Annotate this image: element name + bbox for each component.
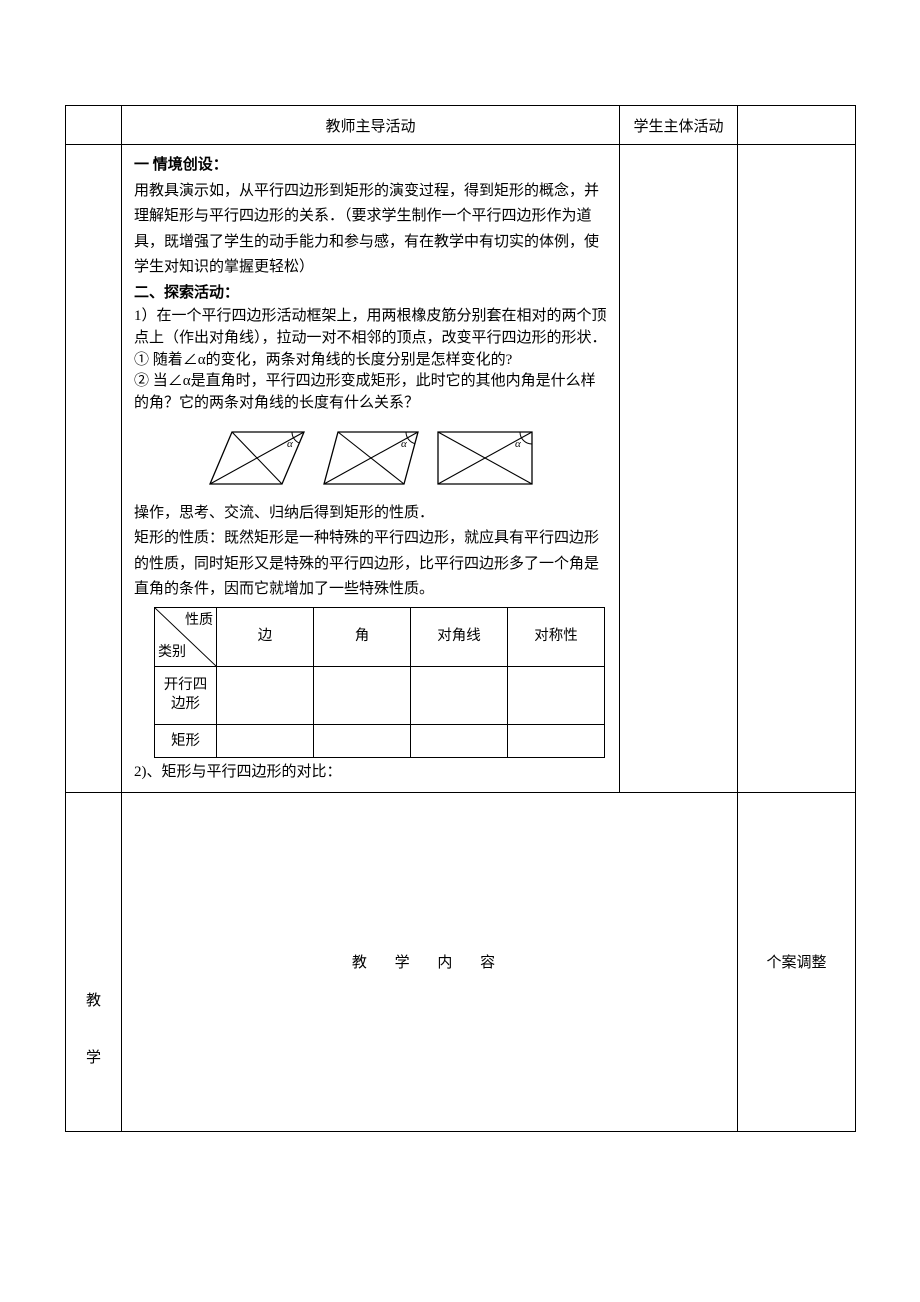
row-label: 矩形	[155, 724, 217, 758]
svg-text:α: α	[401, 438, 407, 450]
col-header: 对称性	[508, 607, 605, 666]
parallelogram-fig-1: α	[207, 425, 307, 487]
header-right-empty	[738, 106, 856, 145]
inner-table-wrap: 性质 类别 边 角 对角线 对称性 开行四边形	[134, 603, 607, 759]
side-vertical-label: 教 学	[66, 792, 122, 1131]
outer-table: 教师主导活动 学生主体活动 一 情境创设： 用教具演示如，从平行四边形到矩形的演…	[65, 105, 856, 1132]
section2-b2: ② 当∠α是直角时，平行四边形变成矩形，此时它的其他内角是什么样的角？它的两条对…	[134, 371, 607, 415]
content-student-empty	[620, 145, 738, 793]
lesson-plan-page: 教师主导活动 学生主体活动 一 情境创设： 用教具演示如，从平行四边形到矩形的演…	[0, 0, 920, 1302]
table-cell	[508, 724, 605, 758]
svg-text:α: α	[515, 438, 521, 450]
side-char: 教	[66, 973, 121, 1030]
content-row: 一 情境创设： 用教具演示如，从平行四边形到矩形的演变过程，得到矩形的概念，并理…	[66, 145, 856, 793]
row-label: 开行四边形	[155, 666, 217, 724]
diag-bot-label: 类别	[158, 641, 186, 665]
header-student-activity: 学生主体活动	[620, 106, 738, 145]
table-cell	[217, 724, 314, 758]
bottom-right-label: 个案调整	[738, 792, 856, 1131]
diag-top-label: 性质	[185, 609, 213, 633]
content-main: 一 情境创设： 用教具演示如，从平行四边形到矩形的演变过程，得到矩形的概念，并理…	[122, 145, 620, 793]
table-cell	[411, 724, 508, 758]
header-teacher-activity: 教师主导活动	[122, 106, 620, 145]
section1-para: 用教具演示如，从平行四边形到矩形的演变过程，得到矩形的概念，并理解矩形与平行四边…	[134, 179, 607, 281]
section2-b1: ① 随着∠α的变化，两条对角线的长度分别是怎样变化的?	[134, 350, 607, 372]
table-cell	[508, 666, 605, 724]
property-comparison-table: 性质 类别 边 角 对角线 对称性 开行四边形	[154, 607, 605, 759]
section2-q1: 1）在一个平行四边形活动框架上，用两根橡皮筋分别套在相对的两个顶点上（作出对角线…	[134, 306, 607, 350]
col-header: 对角线	[411, 607, 508, 666]
diag-header-cell: 性质 类别	[155, 607, 217, 666]
table-row: 开行四边形	[155, 666, 605, 724]
table-cell	[217, 666, 314, 724]
content-right-empty	[738, 145, 856, 793]
table-cell	[314, 666, 411, 724]
section2-title: 二、探索活动：	[134, 281, 607, 307]
table-row: 矩形	[155, 724, 605, 758]
table-cell	[314, 724, 411, 758]
bottom-center-title: 教 学 内 容	[122, 792, 738, 1131]
compare-label: 2)、矩形与平行四边形的对比：	[134, 760, 607, 786]
col-header: 角	[314, 607, 411, 666]
after-fig-text: 操作，思考、交流、归纳后得到矩形的性质．	[134, 501, 607, 527]
parallelogram-fig-3: α	[435, 425, 535, 487]
col-header: 边	[217, 607, 314, 666]
section1-title: 一 情境创设：	[134, 153, 607, 179]
header-row: 教师主导活动 学生主体活动	[66, 106, 856, 145]
header-left-empty	[66, 106, 122, 145]
parallelogram-figures: α α	[134, 425, 607, 487]
side-char: 学	[66, 1030, 121, 1087]
table-cell	[411, 666, 508, 724]
prop-intro-text: 矩形的性质：既然矩形是一种特殊的平行四边形，就应具有平行四边形的性质，同时矩形又…	[134, 526, 607, 603]
content-left-empty	[66, 145, 122, 793]
svg-text:α: α	[287, 438, 293, 450]
bottom-row: 教 学 教 学 内 容 个案调整	[66, 792, 856, 1131]
table-row: 性质 类别 边 角 对角线 对称性	[155, 607, 605, 666]
parallelogram-fig-2: α	[321, 425, 421, 487]
